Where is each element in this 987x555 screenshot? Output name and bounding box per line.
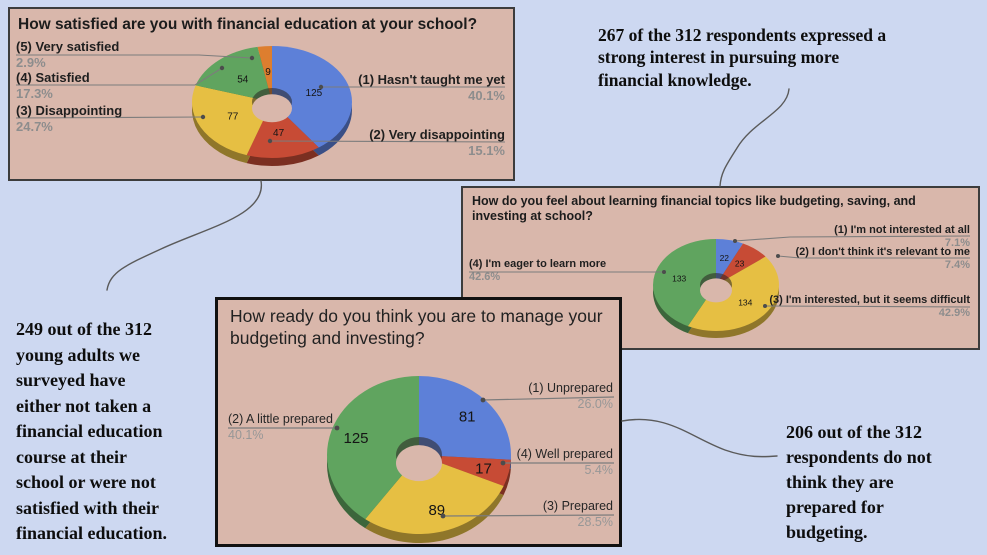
connector-note1-to-chart2 [719,88,790,187]
slice-label-prepared: (3) Prepared 28.5% [542,499,613,529]
svg-text:125: 125 [306,88,323,99]
slice-label-not-relevant: (2) I don't think it's relevant to me 7.… [795,246,970,271]
slice-label-hasnt-taught: (1) Hasn't taught me yet 40.1% [358,72,505,103]
svg-text:134: 134 [738,297,752,307]
svg-text:23: 23 [735,258,745,268]
chart-panel-readiness: 81 17 89 125 How ready do you think you are… [215,297,622,547]
svg-text:81: 81 [459,408,476,425]
slice-label-unprepared: (1) Unprepared 26.0% [528,381,613,411]
pie-readiness: 81 17 89 125 [218,300,619,544]
connector-chart1-to-note2 [106,180,262,291]
slice-label-not-interested: (1) I'm not interested at all 7.1% [834,224,970,249]
slice-label-satisfied: (4) Satisfied 17.3% [16,70,90,101]
connector-chart3-to-note3 [621,418,778,458]
svg-text:54: 54 [237,74,249,85]
leader-lines-feelings [469,235,971,308]
svg-text:17: 17 [475,460,492,477]
slice-label-very-disappointing: (2) Very disappointing 15.1% [369,127,505,158]
chart-title-feelings: How do you feel about learning financial… [472,194,916,223]
leader-lines-readiness [228,396,615,519]
chart-title-satisfaction: How satisfied are you with financial edu… [18,16,478,33]
leader-lines-satisfaction [15,54,506,144]
svg-text:22: 22 [720,253,730,263]
slice-label-seems-difficult: (3) I'm interested, but it seems difficu… [769,294,970,319]
svg-text:9: 9 [265,67,271,78]
chart-panel-satisfaction: 125 47 77 54 9 How satisfied are you with fi… [8,7,515,181]
svg-text:133: 133 [672,274,686,284]
svg-text:47: 47 [273,128,285,139]
chart-title-readiness: How ready do you think you are to manage… [230,306,603,348]
slice-label-very-satisfied: (5) Very satisfied 2.9% [16,39,120,70]
annotation-not-satisfied: 249 out of the 312 young adults we surve… [16,319,168,543]
slice-label-disappointing: (3) Disappointing 24.7% [16,103,123,134]
svg-text:77: 77 [227,112,239,123]
slice-label-well-prepared: (4) Well prepared 5.4% [516,447,613,477]
annotation-not-prepared: 206 out of the 312 respondents do not th… [786,422,932,542]
slice-label-eager-to-learn: (4) I'm eager to learn more 42.6% [469,258,607,283]
svg-text:125: 125 [343,430,368,447]
annotation-interest: 267 of the 312 respondents expressed a s… [598,24,887,90]
slice-label-little-prepared: (2) A little prepared 40.1% [228,412,333,442]
pie-satisfaction: 125 47 77 54 9 [10,9,513,179]
pie-feelings: 22 23 134 133 [463,188,978,348]
